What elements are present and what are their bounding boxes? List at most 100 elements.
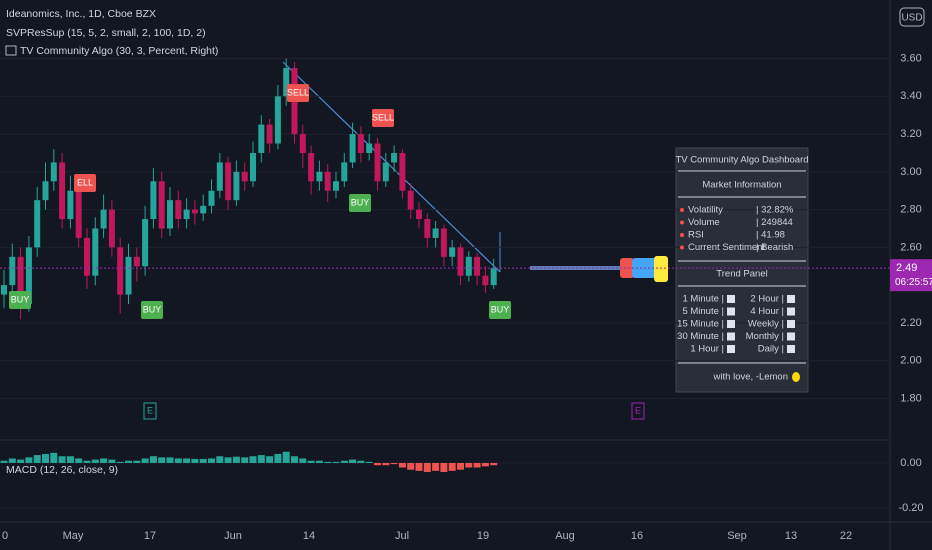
- candle-body: [117, 247, 124, 295]
- signal-badge: [74, 174, 96, 192]
- signal-badge: [287, 84, 309, 102]
- macd-bar: [398, 462, 406, 468]
- signal-label: BUY: [491, 304, 510, 314]
- trend-line: [282, 61, 501, 273]
- macd-bar: [83, 460, 91, 463]
- dashboard-text: 1 Minute |: [682, 294, 724, 305]
- candle-body: [424, 219, 431, 238]
- candle-body: [216, 162, 223, 191]
- trend-icon: [787, 332, 795, 341]
- macd-bar: [50, 452, 58, 463]
- candle-body: [225, 162, 232, 201]
- candle-body: [457, 247, 464, 276]
- dashboard-text: Current Sentiment: [688, 242, 765, 253]
- bullet: [680, 245, 684, 250]
- candle-body: [84, 237, 90, 276]
- signal-label: ELL: [77, 177, 93, 187]
- macd-bar: [66, 456, 74, 463]
- dashboard-text: with love, -Lemon: [713, 372, 788, 383]
- trend-icon: [787, 345, 795, 353]
- y-tick-label: 2.60: [900, 241, 921, 253]
- macd-bar: [17, 459, 25, 463]
- trend-icon: [727, 307, 735, 316]
- dashboard-text: Daily |: [758, 344, 784, 355]
- candle-body: [274, 96, 281, 144]
- projection-box: [654, 256, 668, 282]
- signal-badge: [9, 291, 31, 309]
- trend-icon: [727, 320, 735, 328]
- signal-label: SELL: [372, 112, 394, 122]
- trend-icon: [727, 295, 735, 303]
- macd-bar: [183, 458, 191, 463]
- candle-body: [250, 152, 256, 182]
- currency-button[interactable]: [899, 7, 925, 27]
- candle-body: [416, 209, 422, 220]
- macd-bar: [274, 453, 282, 463]
- macd-bar: [440, 462, 448, 472]
- currency[interactable]: USD: [901, 13, 922, 24]
- macd-bar: [158, 457, 166, 463]
- macd-bar: [216, 456, 224, 463]
- candle-body: [366, 143, 373, 153]
- x-tick-label: 16: [631, 530, 643, 542]
- y-tick-label: 2.20: [900, 317, 921, 329]
- dashboard-text: | 41.98: [756, 230, 785, 241]
- macd-bar: [42, 453, 49, 463]
- macd-title: MACD (12, 26, close, 9): [6, 464, 118, 476]
- x-tick-label: Sep: [727, 530, 747, 542]
- macd-bar: [340, 460, 348, 463]
- lemon-icon: [792, 372, 800, 382]
- candle-body: [158, 181, 165, 229]
- macd-bar: [465, 462, 473, 468]
- macd-bar: [116, 461, 124, 463]
- candle-body: [357, 134, 364, 153]
- candle-body: [50, 162, 57, 182]
- indicator: TV Community Algo (30, 3, Percent, Right…: [20, 45, 218, 57]
- macd-bar: [415, 462, 423, 471]
- candle-body: [399, 152, 406, 191]
- macd-bar: [8, 458, 16, 463]
- signal-badge: [349, 194, 371, 212]
- candle-body: [34, 200, 41, 248]
- dashboard-text: TV Community Algo Dashboard: [675, 155, 808, 166]
- candle-body: [142, 219, 149, 267]
- x-tick-label: 17: [144, 530, 156, 542]
- price-label-bg: [890, 259, 932, 292]
- macd-bar: [257, 455, 265, 463]
- signal-label: BUY: [351, 197, 370, 207]
- y-tick-label: 1.80: [900, 392, 921, 404]
- macd-bar: [91, 459, 99, 463]
- event-label: E: [635, 405, 641, 415]
- y-tick-label: -0.20: [898, 502, 923, 514]
- macd-bar: [224, 457, 232, 463]
- macd-bar: [457, 462, 464, 470]
- macd-bar: [125, 460, 132, 463]
- x-tick-label: 22: [840, 530, 852, 542]
- macd-bar: [315, 460, 323, 463]
- macd-bar: [149, 456, 157, 463]
- candle-body: [42, 181, 49, 201]
- dashboard-text: | 32.82%: [756, 205, 794, 216]
- macd-bar: [25, 457, 33, 463]
- x-tick-label: 13: [785, 530, 797, 542]
- y-tick-label: 3.40: [900, 90, 921, 102]
- trend-icon: [727, 332, 735, 341]
- candle-body: [100, 209, 107, 229]
- trend-icon: [787, 295, 795, 303]
- candle-body: [125, 256, 132, 295]
- macd-bar: [249, 456, 257, 463]
- trend-icon: [787, 320, 795, 328]
- dashboard-text: 4 Hour |: [750, 306, 784, 317]
- x-tick-label: Aug: [555, 530, 575, 542]
- candle-body: [200, 205, 207, 214]
- dashboard-text: 1 Hour |: [690, 344, 724, 355]
- candle-body: [474, 256, 481, 276]
- candle-body: [333, 181, 339, 191]
- dashboard-text: Monthly |: [746, 331, 784, 342]
- macd-bar: [108, 459, 116, 463]
- y-tick-label: 2.80: [900, 204, 921, 216]
- macd-bar: [307, 460, 315, 463]
- trend-icon: [787, 307, 795, 316]
- trend-icon: [727, 345, 735, 353]
- event-marker: [143, 402, 157, 420]
